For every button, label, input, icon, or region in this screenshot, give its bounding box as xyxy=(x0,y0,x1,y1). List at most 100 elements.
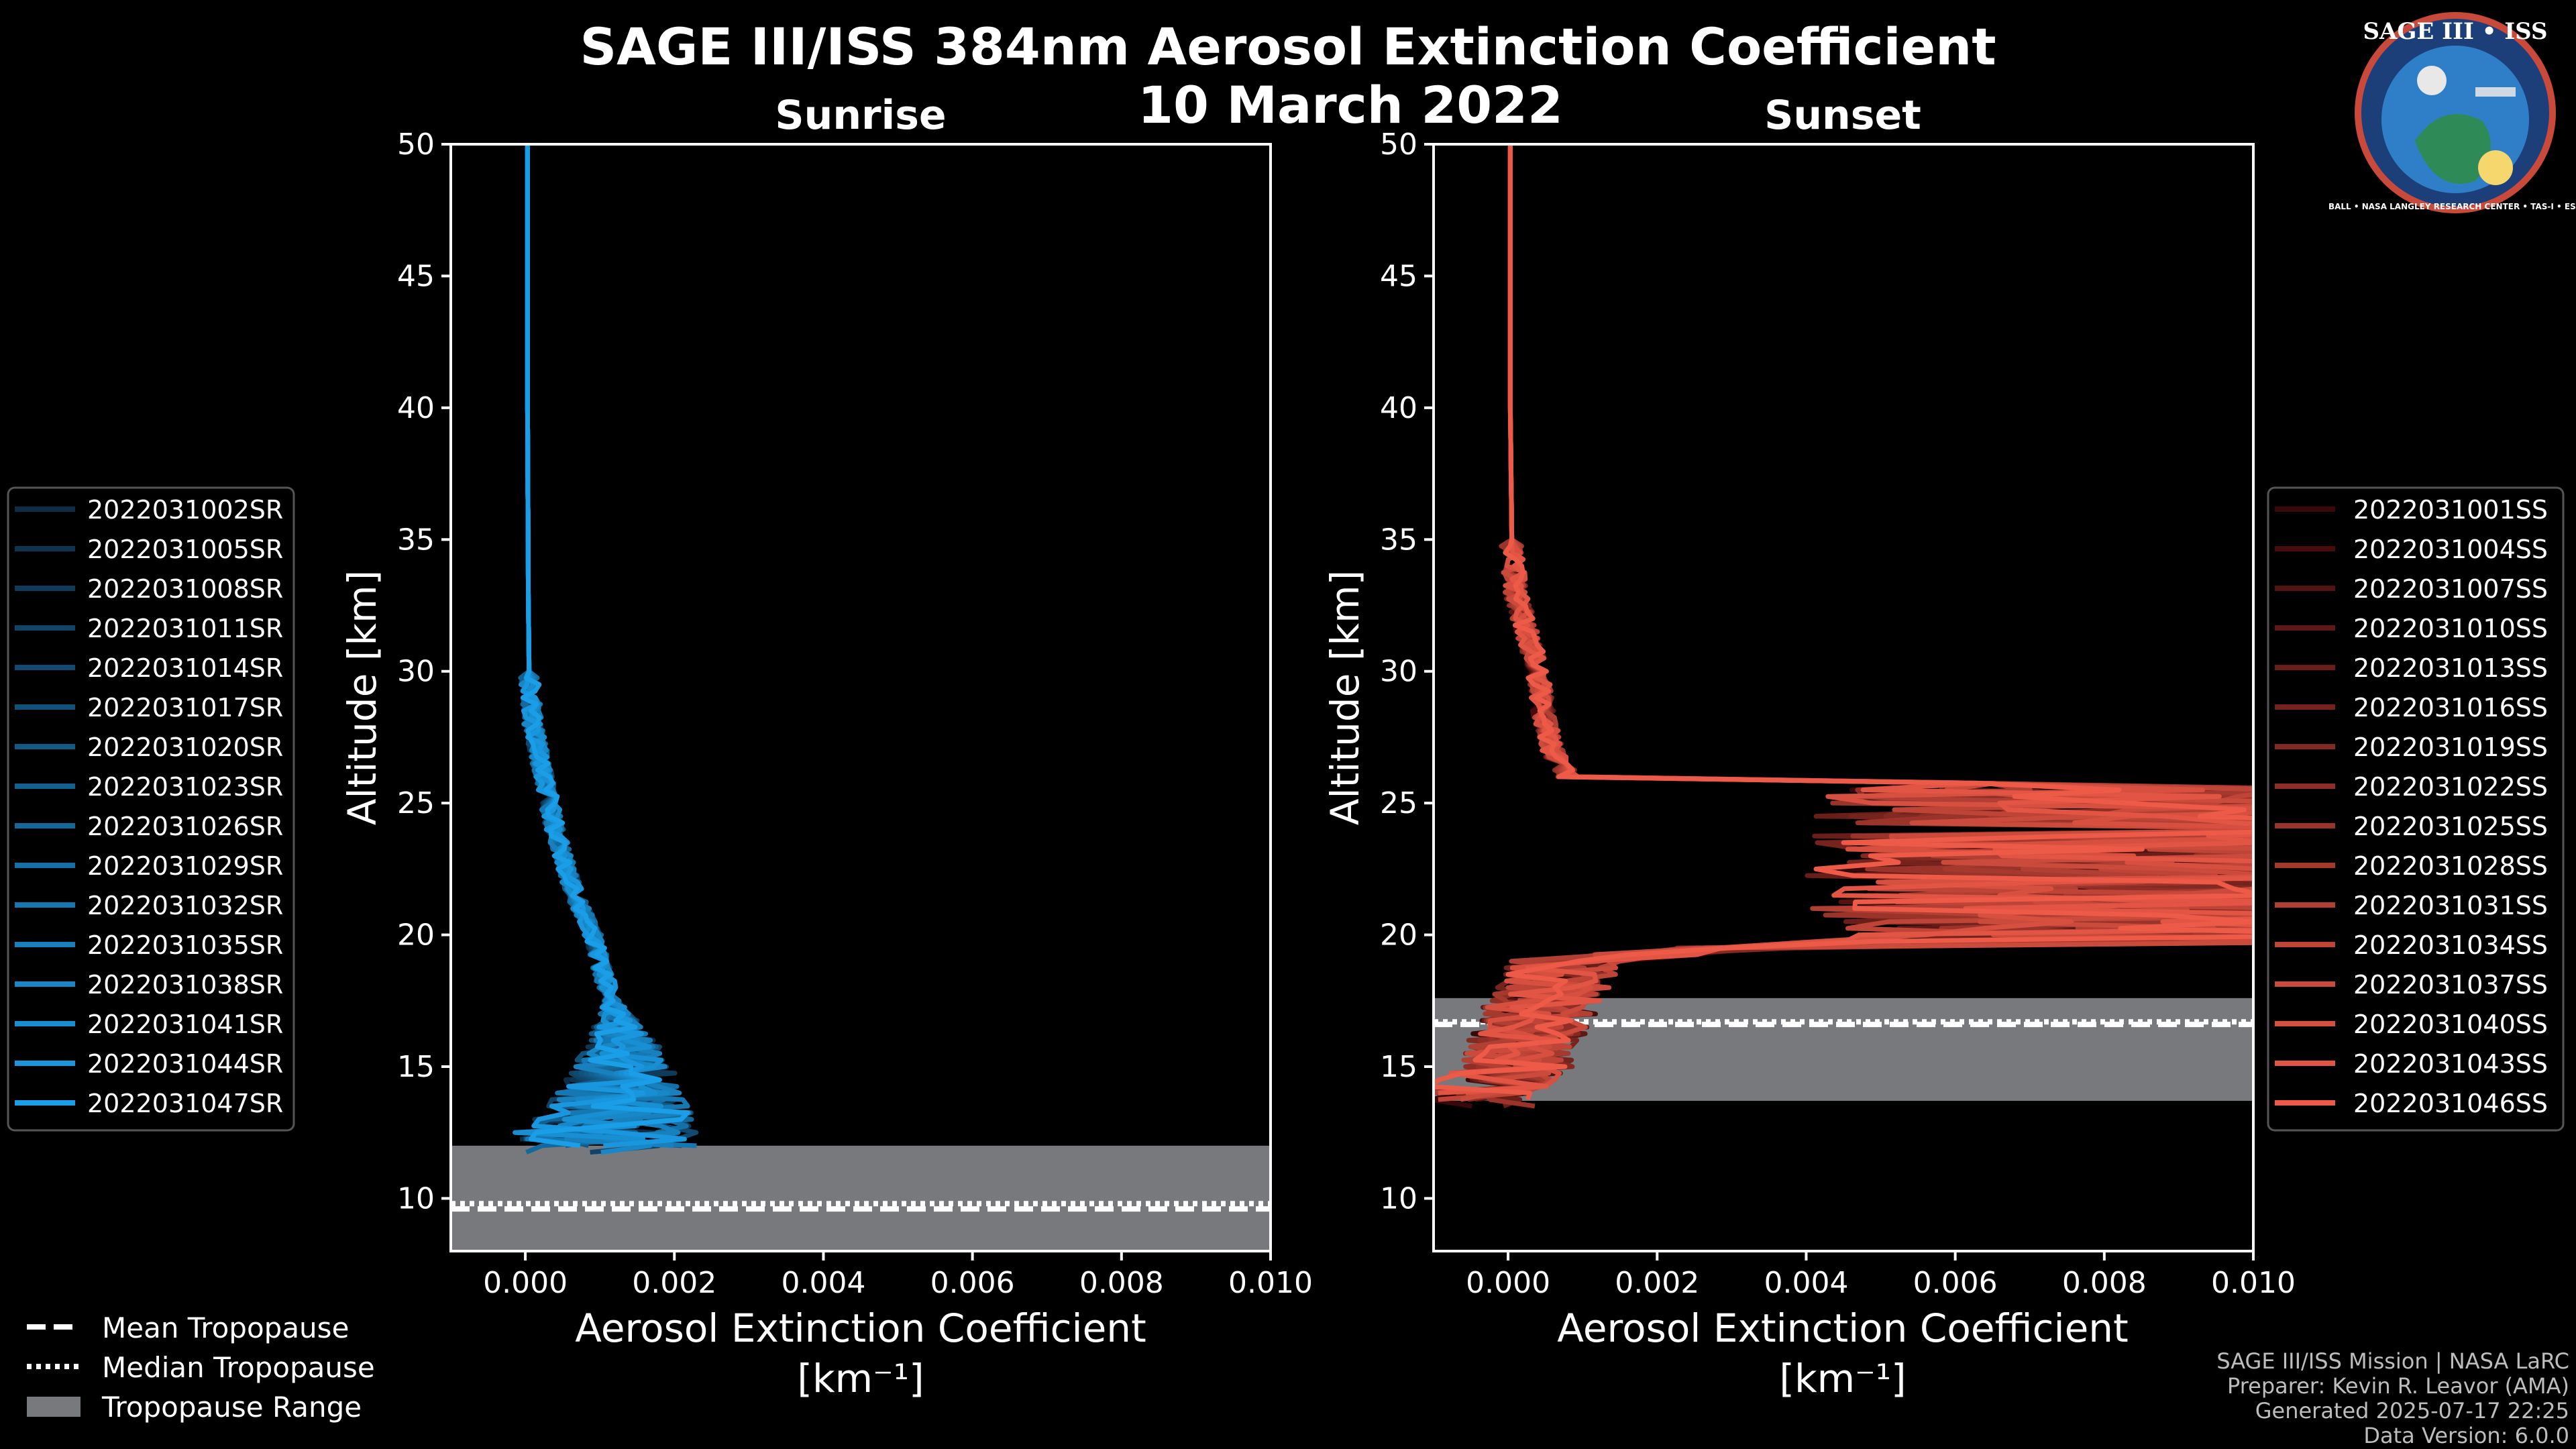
legend-label-2022031026SR: 2022031026SR xyxy=(87,812,283,841)
y-tick-label: 45 xyxy=(1380,259,1417,293)
x-tick-label: 0.008 xyxy=(2062,1266,2147,1300)
y-tick-label: 30 xyxy=(1380,655,1417,689)
legend-label-2022031023SR: 2022031023SR xyxy=(87,772,283,802)
y-tick-label: 50 xyxy=(397,127,435,162)
x-tick-label: 0.000 xyxy=(1466,1266,1550,1300)
x-tick-label: 0.008 xyxy=(1079,1266,1164,1300)
x-tick-label: 0.010 xyxy=(1228,1266,1313,1300)
figure-subtitle: 10 March 2022 xyxy=(1138,75,1563,135)
sunset-y-axis: 10 15 20 25 30 35 40 45 50 xyxy=(1380,127,1434,1216)
legend-label-2022031016SS: 2022031016SS xyxy=(2353,693,2548,722)
y-tick-label: 45 xyxy=(397,259,435,293)
sunset-y-axis-label: Altitude [km] xyxy=(1322,570,1368,825)
y-tick-label: 10 xyxy=(1380,1181,1417,1216)
figure-title: SAGE III/ISS 384nm Aerosol Extinction Co… xyxy=(580,17,1996,76)
legend-label-2022031037SS: 2022031037SS xyxy=(2353,970,2548,1000)
sunrise-legend: 2022031002SR 2022031005SR 2022031008SR 2022… xyxy=(7,486,295,1132)
legend-label-2022031020SR: 2022031020SR xyxy=(87,733,283,762)
legend-label-2022031019SS: 2022031019SS xyxy=(2353,733,2548,762)
sunset-x-axis-unit: [km⁻¹] xyxy=(1779,1356,1906,1401)
legend-label-2022031010SS: 2022031010SS xyxy=(2353,614,2548,643)
logo-station-icon xyxy=(2475,87,2516,97)
y-tick-label: 25 xyxy=(397,786,435,820)
y-tick-label: 40 xyxy=(397,391,435,425)
sunset-x-axis-label: Aerosol Extinction Coefficient xyxy=(1557,1305,2129,1351)
sunrise-x-axis: 0.000 0.002 0.004 0.006 0.008 0.010 xyxy=(483,1251,1313,1300)
legend-label-2022031047SR: 2022031047SR xyxy=(87,1089,283,1118)
sunset-panel-title: Sunset xyxy=(1764,92,1921,139)
legend-label-2022031004SS: 2022031004SS xyxy=(2353,535,2548,564)
y-tick-label: 25 xyxy=(1380,786,1417,820)
tropopause-legend: Mean Tropopause Median Tropopause Tropop… xyxy=(27,1311,375,1424)
logo-sun-icon xyxy=(2478,150,2513,185)
sunrise-y-axis: 10 15 20 25 30 35 40 45 50 xyxy=(397,127,451,1216)
footer-generated: Generated 2025-07-17 22:25 xyxy=(2255,1398,2569,1424)
x-tick-label: 0.006 xyxy=(1913,1266,1998,1300)
legend-label-2022031031SS: 2022031031SS xyxy=(2353,891,2548,920)
legend-label-2022031014SR: 2022031014SR xyxy=(87,653,283,683)
sunrise-tropopause-layer xyxy=(451,1145,1271,1251)
footer-mission: SAGE III/ISS Mission | NASA LaRC xyxy=(2216,1348,2569,1374)
legend-label-2022031008SR: 2022031008SR xyxy=(87,574,283,604)
legend-label-2022031002SR: 2022031002SR xyxy=(87,495,283,525)
legend-label-2022031032SR: 2022031032SR xyxy=(87,891,283,920)
sunrise-tropopause-range xyxy=(451,1145,1271,1251)
sunset-panel: Sunset 10 15 20 25 30 35 40 45 50 0.000 0.002 0.00… xyxy=(1322,92,2296,1401)
x-tick-label: 0.002 xyxy=(1615,1266,1699,1300)
sage-iii-iss-logo: SAGE III • ISS BALL • NASA LANGLEY RESEA… xyxy=(2328,12,2576,213)
legend-label-2022031007SS: 2022031007SS xyxy=(2353,574,2548,604)
logo-ring-text: BALL • NASA LANGLEY RESEARCH CENTER • TA… xyxy=(2328,202,2576,211)
legend-label-2022031040SS: 2022031040SS xyxy=(2353,1010,2548,1039)
legend-label-2022031043SS: 2022031043SS xyxy=(2353,1049,2548,1079)
x-tick-label: 0.006 xyxy=(930,1266,1015,1300)
legend-label-2022031046SS: 2022031046SS xyxy=(2353,1089,2548,1118)
footer-credits: SAGE III/ISS Mission | NASA LaRC Prepare… xyxy=(2216,1348,2569,1448)
footer-preparer: Preparer: Kevin R. Leavor (AMA) xyxy=(2227,1373,2569,1399)
profile-line-2022031047SR xyxy=(521,144,690,1148)
tropopause-range-label: Tropopause Range xyxy=(101,1391,362,1424)
legend-label-2022031017SR: 2022031017SR xyxy=(87,693,283,722)
y-tick-label: 10 xyxy=(397,1181,435,1216)
logo-title: SAGE III • ISS xyxy=(2363,18,2547,45)
x-tick-label: 0.000 xyxy=(483,1266,568,1300)
profile-line-2022031046SS xyxy=(1434,144,2253,1101)
mean-tropopause-label: Mean Tropopause xyxy=(102,1311,349,1344)
sunset-profiles xyxy=(1434,144,2253,1109)
legend-label-2022031005SR: 2022031005SR xyxy=(87,535,283,564)
sunrise-legend-box xyxy=(7,486,295,1132)
sunrise-plot-frame xyxy=(449,143,1272,1252)
y-tick-label: 35 xyxy=(397,523,435,557)
x-tick-label: 0.010 xyxy=(2211,1266,2296,1300)
sunrise-panel-title: Sunrise xyxy=(775,92,946,139)
sunrise-x-axis-label: Aerosol Extinction Coefficient xyxy=(575,1305,1146,1351)
x-tick-label: 0.002 xyxy=(632,1266,716,1300)
y-tick-label: 20 xyxy=(1380,918,1417,953)
legend-label-2022031011SR: 2022031011SR xyxy=(87,614,283,643)
sunrise-y-axis-label: Altitude [km] xyxy=(339,570,385,825)
x-tick-label: 0.004 xyxy=(781,1266,865,1300)
sunset-plot-frame xyxy=(1432,143,2255,1252)
y-tick-label: 35 xyxy=(1380,523,1417,557)
y-tick-label: 50 xyxy=(1380,127,1417,162)
x-tick-label: 0.004 xyxy=(1764,1266,1848,1300)
legend-label-2022031013SS: 2022031013SS xyxy=(2353,653,2548,683)
legend-label-2022031041SR: 2022031041SR xyxy=(87,1010,283,1039)
y-tick-label: 15 xyxy=(1380,1050,1417,1084)
y-tick-label: 40 xyxy=(1380,391,1417,425)
sunset-legend: 2022031001SS 2022031004SS 2022031007SS 2022… xyxy=(2267,486,2565,1132)
legend-label-2022031038SR: 2022031038SR xyxy=(87,970,283,1000)
legend-label-2022031034SS: 2022031034SS xyxy=(2353,930,2548,960)
y-tick-label: 30 xyxy=(397,655,435,689)
legend-label-2022031025SS: 2022031025SS xyxy=(2353,812,2548,841)
sunrise-profiles xyxy=(513,144,699,1155)
legend-label-2022031028SS: 2022031028SS xyxy=(2353,851,2548,881)
y-tick-label: 20 xyxy=(397,918,435,953)
legend-label-2022031029SR: 2022031029SR xyxy=(87,851,283,881)
legend-label-2022031035SR: 2022031035SR xyxy=(87,930,283,960)
legend-label-2022031022SS: 2022031022SS xyxy=(2353,772,2548,802)
sunrise-x-axis-unit: [km⁻¹] xyxy=(797,1356,924,1401)
legend-label-2022031044SR: 2022031044SR xyxy=(87,1049,283,1079)
logo-earth-icon xyxy=(2415,114,2491,184)
